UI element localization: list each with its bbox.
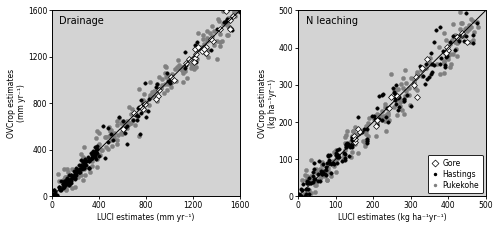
Legend: Gore, Hastings, Pukekohe: Gore, Hastings, Pukekohe xyxy=(428,155,482,193)
Y-axis label: OVCrop estimates
(kg ha⁻¹yr⁻¹): OVCrop estimates (kg ha⁻¹yr⁻¹) xyxy=(258,69,277,138)
Y-axis label: OVCrop estimates
(mm yr⁻¹): OVCrop estimates (mm yr⁻¹) xyxy=(7,69,26,138)
X-axis label: LUCI estimates (mm yr⁻¹): LUCI estimates (mm yr⁻¹) xyxy=(97,213,194,222)
Text: Drainage: Drainage xyxy=(60,16,104,26)
X-axis label: LUCI estimates (kg ha⁻¹yr⁻¹): LUCI estimates (kg ha⁻¹yr⁻¹) xyxy=(338,213,446,222)
Text: N leaching: N leaching xyxy=(306,16,358,26)
